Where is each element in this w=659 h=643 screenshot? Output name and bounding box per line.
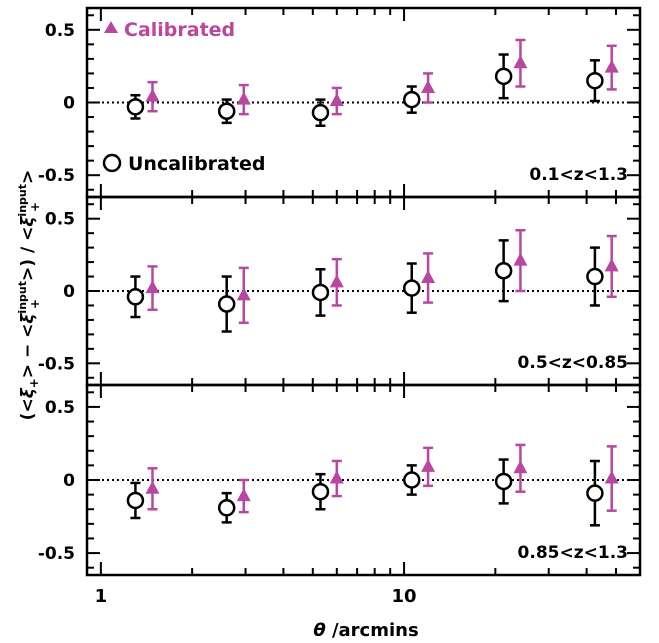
y-tick-label: -0.5 <box>38 166 75 186</box>
uncalibrated-point <box>402 279 421 297</box>
y-tick-label: 0.5 <box>45 21 75 41</box>
panel-1: -0.5 0 0.5 0.1<z<1.3 Calibrated Uncalibrated <box>38 6 642 199</box>
uncalibrated-point <box>586 267 604 286</box>
x-label-rest: /arcmins <box>326 620 419 641</box>
y-label-mid: > − < <box>18 324 38 379</box>
uncalibrated-point <box>126 288 145 306</box>
y-tick-label: 0.5 <box>45 398 75 418</box>
calibrated-point <box>604 470 619 484</box>
uncalibrated-series <box>126 239 604 333</box>
uncalibrated-point <box>586 484 604 502</box>
uncalibrated-point <box>126 98 145 116</box>
panels: -0.500.50.1<z<1.3CalibratedUncalibrated-… <box>38 6 642 607</box>
calibrated-point <box>145 480 160 494</box>
calibrated-point <box>236 287 251 301</box>
uncalibrated-point <box>402 471 421 489</box>
panel-3: -0.5 0 0.5 0.85<z<1.3 1 10 <box>38 383 642 607</box>
y-tick-label: 0 <box>63 94 75 114</box>
panel-redshift-label: 0.85<z<1.3 <box>518 543 628 563</box>
calibrated-point <box>421 269 436 283</box>
x-axis-label: θ /arcmins <box>313 620 418 641</box>
y-tick-label: 0 <box>63 471 75 491</box>
uncalibrated-point <box>494 472 513 491</box>
uncalibrated-point <box>217 499 236 517</box>
y-label-sup-2: input <box>16 184 29 217</box>
panel-redshift-label: 0.1<z<1.3 <box>529 165 628 185</box>
uncalibrated-point <box>402 90 421 109</box>
y-label-xi-3: ξ <box>18 216 38 227</box>
calibrated-point <box>604 258 619 272</box>
calibrated-point <box>513 252 528 266</box>
y-label-xi-2: ξ <box>18 313 38 324</box>
calibrated-point <box>329 274 344 288</box>
calibrated-point <box>329 93 344 107</box>
uncalibrated-series <box>126 53 604 128</box>
y-label-xi-1: ξ <box>18 387 38 398</box>
y-label-sup-1: input <box>16 281 29 314</box>
y-tick-label: 0.5 <box>45 210 75 230</box>
calibrated-point <box>513 55 528 69</box>
y-label-sub-3: + <box>28 202 42 212</box>
calibrated-point <box>145 88 160 102</box>
panel-2: -0.5 0 0.5 0.5<z<0.85 <box>38 195 642 387</box>
uncalibrated-point <box>126 491 145 510</box>
legend-calibrated-marker <box>104 21 118 33</box>
legend-uncalibrated-marker <box>102 153 122 173</box>
y-label-sub-1: + <box>27 378 41 388</box>
y-label-close-end: > <box>18 170 38 184</box>
uncalibrated-point <box>494 262 513 280</box>
panel-redshift-label: 0.5<z<0.85 <box>518 353 628 373</box>
uncalibrated-point <box>311 283 330 302</box>
calibrated-point <box>421 458 436 472</box>
uncalibrated-point <box>217 295 236 313</box>
y-tick-label: -0.5 <box>38 354 75 374</box>
uncalibrated-point <box>217 102 236 120</box>
uncalibrated-point <box>311 482 330 501</box>
y-tick-label: 0 <box>63 282 75 302</box>
uncalibrated-point <box>494 67 513 86</box>
calibrated-point <box>604 59 619 73</box>
y-label-close-mid: >) / < <box>18 227 38 281</box>
calibrated-point <box>421 79 436 93</box>
x-tick-label: 1 <box>95 586 108 607</box>
y-tick-label: -0.5 <box>38 544 75 564</box>
x-label-theta: θ <box>313 620 325 641</box>
x-tick-label: 10 <box>392 586 417 607</box>
uncalibrated-point <box>586 71 604 90</box>
calibrated-series <box>145 229 619 325</box>
calibrated-series <box>145 38 619 116</box>
calibrated-point <box>329 470 344 484</box>
legend-calibrated-label: Calibrated <box>124 19 235 41</box>
legend-uncalibrated-label: Uncalibrated <box>128 153 265 175</box>
uncalibrated-point <box>311 103 330 122</box>
y-axis-label: (<ξ+> − <ξinput+>) / <ξinput+> <box>16 170 42 421</box>
y-label-sub-2: + <box>28 299 42 309</box>
calibrated-series <box>145 443 619 514</box>
calibrated-point <box>145 280 160 294</box>
y-label-open: (< <box>18 398 38 420</box>
uncalibrated-series <box>126 458 604 527</box>
calibrated-point <box>236 488 251 502</box>
calibrated-point <box>236 91 251 105</box>
calibrated-point <box>513 460 528 474</box>
